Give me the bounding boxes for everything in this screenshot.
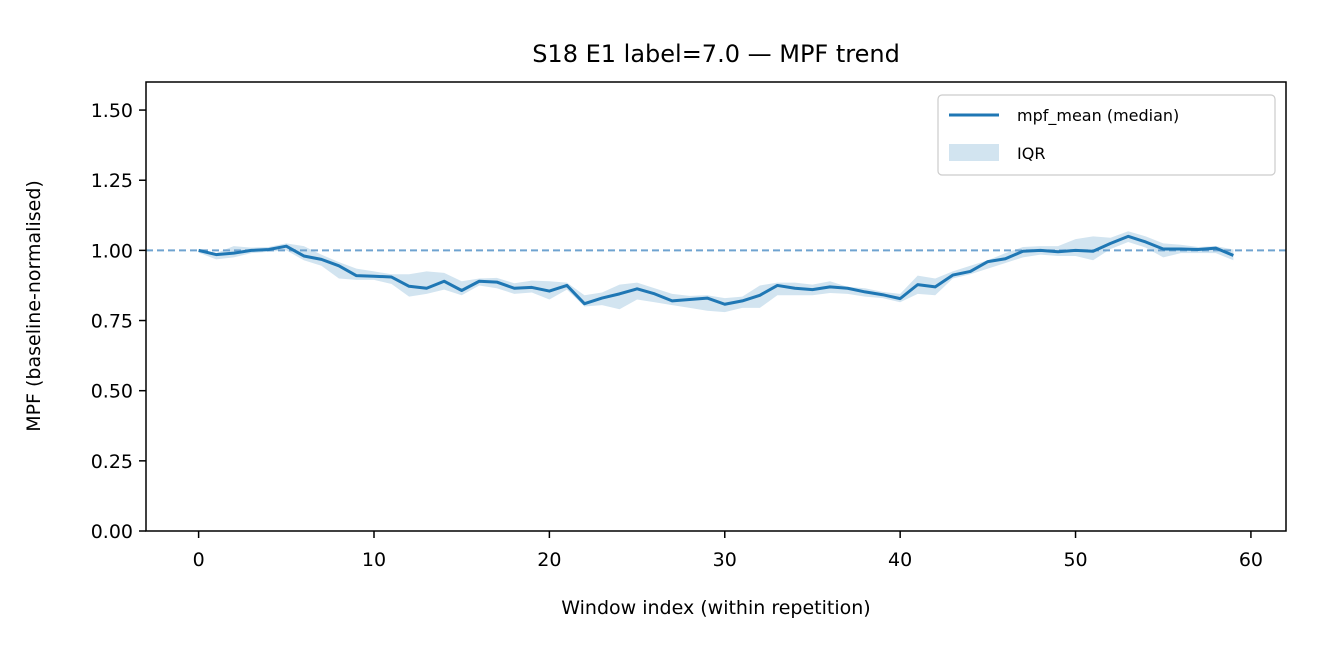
legend: mpf_mean (median) IQR [937,94,1276,176]
iqr-band [198,231,1234,313]
y-tick-label: 1.00 [91,240,133,262]
y-tick-label: 1.50 [91,100,133,122]
y-tick-label: 0.50 [91,381,133,403]
y-tick-label: 0.00 [91,521,133,543]
legend-swatch-iqr [949,144,999,161]
x-tick-label: 10 [362,549,386,571]
x-tick-label: 60 [1239,549,1263,571]
chart-title: S18 E1 label=7.0 — MPF trend [532,40,900,68]
median-line-layer [198,234,1234,306]
y-axis-label: MPF (baseline-normalised) [23,180,45,432]
x-tick-label: 30 [713,549,737,571]
x-tick-label: 20 [537,549,561,571]
legend-box [937,94,1276,176]
x-tick-label: 40 [888,549,912,571]
plot-frame [145,81,1287,532]
y-tick-label: 0.75 [91,311,133,333]
y-tick-label: 1.25 [91,170,133,192]
x-axis-label: Window index (within repetition) [561,597,870,619]
legend-label-median: mpf_mean (median) [1017,106,1179,126]
y-tick-label: 0.25 [91,451,133,473]
x-axis: 0 10 20 30 40 50 60 [193,531,1263,571]
x-tick-label: 50 [1063,549,1087,571]
median-line [198,234,1234,306]
iqr-band-layer [198,231,1234,313]
legend-label-iqr: IQR [1017,144,1045,163]
y-axis: 0.00 0.25 0.50 0.75 1.00 1.25 1.50 [91,100,146,543]
x-tick-label: 0 [193,549,205,571]
